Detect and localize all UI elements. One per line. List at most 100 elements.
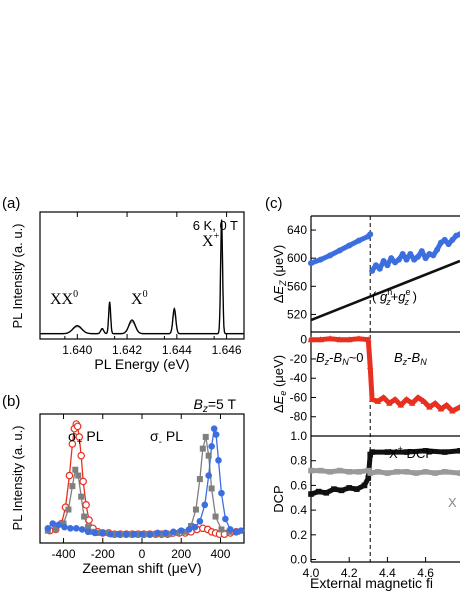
light_gray-data-point: [317, 467, 324, 474]
blue-data-point: [123, 530, 130, 538]
red-data-point: [431, 399, 439, 406]
red-data-point: [77, 451, 85, 460]
gray-data-point: [65, 506, 72, 513]
xx0-peak-label: XX0: [50, 289, 78, 308]
blue-data-point: [218, 489, 225, 497]
blue-data-point: [138, 530, 146, 538]
gray-data-point: [72, 466, 79, 473]
blue-data-point: [376, 265, 383, 272]
red-data-point: [336, 336, 343, 343]
light_gray-data-point: [432, 470, 438, 476]
y-tick-label: 0.8: [290, 454, 307, 468]
panel-a-x-axis-label: PL Energy (eV): [94, 356, 189, 372]
blue-data-point: [380, 257, 387, 264]
gray-data-point: [158, 531, 165, 538]
light_gray-data-point: [327, 469, 333, 475]
red-data-point: [82, 501, 90, 509]
red-data-point: [391, 395, 399, 402]
dez-y-axis-label: ΔEZ (μeV): [271, 245, 288, 304]
black-data-point: [384, 449, 391, 455]
gray-data-point: [81, 513, 88, 520]
panel-a-spectrum-curve: [40, 219, 244, 335]
red-data-point: [73, 422, 82, 431]
panel-c-y-tick-labels: 520 560 600 640 0 -20 -40 -60 -80 0.0 0.2 0.4 0.6 0.8…: [287, 223, 307, 566]
red-data-point: [426, 403, 433, 410]
red-data-point: [443, 401, 450, 408]
gray-data-point: [60, 520, 67, 527]
blue-data-point: [196, 517, 204, 525]
panel-a-frame: [39, 211, 245, 340]
y-tick-label: -20: [290, 352, 308, 366]
red-data-point: [79, 477, 87, 486]
red-data-point: [68, 440, 77, 448]
panel-b-ticks: [63, 414, 221, 543]
blue-data-point: [445, 241, 452, 248]
red-data-point: [85, 516, 93, 524]
light_gray-data-point: [384, 470, 391, 476]
blue-data-point: [49, 520, 57, 527]
x-tick-label: 1.642: [112, 343, 142, 357]
blue-data-point: [201, 501, 209, 509]
black-data-point: [441, 449, 448, 455]
blue-data-point: [346, 242, 353, 249]
panel-a-ticks: [64, 212, 228, 339]
panel-c-x-axis-label: External magnetic fi: [310, 575, 433, 591]
blue-data-point: [422, 255, 429, 262]
y-tick-label: 0.4: [290, 503, 307, 517]
red-data-point: [355, 335, 362, 342]
blue-data-point: [403, 256, 410, 263]
blue-data-point: [55, 521, 62, 529]
red-data-point: [397, 401, 404, 408]
gray-data-point: [182, 528, 189, 535]
gray-data-point: [150, 531, 157, 538]
g-factor-formula: ( gh z+ge z ): [372, 287, 417, 307]
blue-data-point: [146, 530, 154, 538]
blue-data-point: [61, 523, 68, 531]
g-factor-reference-line: [310, 259, 460, 322]
gray-data-point: [111, 531, 118, 538]
light_gray-data-point: [355, 469, 362, 475]
panel-b-field-label: Bz=5 T: [194, 396, 237, 415]
dcp-y-axis-label: DCP: [271, 485, 286, 512]
sigma-plus-label: σ+ PL: [68, 428, 104, 448]
x0-peak-label: X0: [131, 289, 148, 308]
blue-data-point: [215, 457, 222, 464]
blue-data-point: [226, 526, 234, 533]
light_gray-data-point: [336, 467, 343, 474]
blue-data-point: [170, 528, 177, 536]
blue-data-point: [317, 256, 324, 263]
y-tick-label: 600: [287, 251, 307, 265]
light_gray-data-point: [394, 469, 400, 475]
x-tick-label: -400: [52, 547, 76, 561]
blue-data-point: [115, 530, 122, 538]
black-data-point: [331, 486, 337, 492]
x-tick-label: 4.2: [341, 566, 358, 580]
panel-c-x-tick-labels: 4.0 4.2 4.4 4.6: [303, 566, 435, 580]
panel-c-label: (c): [265, 195, 283, 212]
blue-data-point: [44, 524, 52, 532]
panel-b-y-axis-label: PL Intensity (a. u.): [10, 425, 25, 530]
red-data-point: [386, 399, 393, 406]
x0-dcp-label: X: [448, 495, 457, 510]
gray-data-point: [119, 531, 126, 538]
blue-data-point: [177, 527, 185, 534]
black-data-point: [354, 486, 360, 492]
panel-b-markers: [44, 420, 245, 538]
red-data-point: [365, 336, 372, 343]
black-data-point: [323, 490, 330, 496]
light_gray-data-point: [413, 470, 419, 476]
red-data-point: [346, 336, 353, 343]
blue-data-point: [208, 442, 215, 450]
light_gray-data-point: [375, 469, 381, 475]
gray-data-point: [69, 483, 76, 490]
blue-data-point: [384, 262, 391, 269]
red-data-point: [368, 395, 376, 402]
red-data-point: [437, 405, 445, 412]
black-data-point: [422, 448, 429, 454]
gray-data-point: [196, 476, 203, 483]
region-right-label: Bz-BN: [394, 350, 427, 367]
gray-data-point: [174, 529, 181, 536]
red-data-point: [374, 397, 382, 404]
x-tick-label: 4.4: [379, 566, 396, 580]
panel-c-ticks: [310, 229, 427, 562]
